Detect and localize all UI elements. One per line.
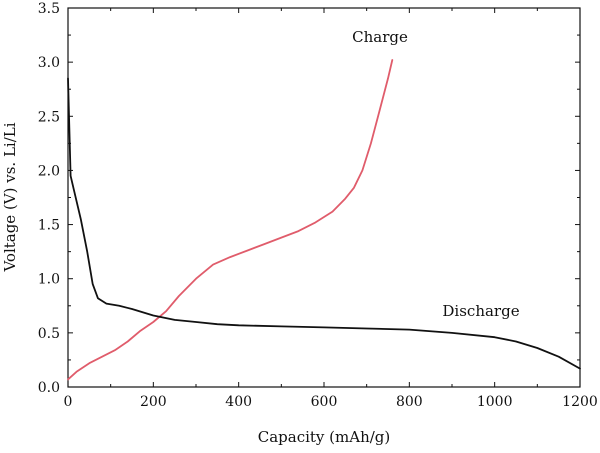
axis-ticks: 0 200 400 600 800 1000 1200 0.0 0.5 1.0 1.5 2.0 2.5 3… bbox=[38, 1, 598, 410]
discharge-label: Discharge bbox=[442, 302, 519, 320]
x-tick-label: 800 bbox=[396, 394, 423, 410]
charge-label: Charge bbox=[352, 28, 408, 46]
y-tick-label: 1.0 bbox=[38, 272, 60, 288]
x-tick-label: 0 bbox=[64, 394, 73, 410]
x-tick-label: 1000 bbox=[477, 394, 513, 410]
y-axis-title: Voltage (V) vs. Li/Li bbox=[1, 122, 19, 272]
y-tick-label: 0.0 bbox=[38, 380, 60, 396]
y-tick-label: 2.5 bbox=[38, 109, 60, 125]
x-tick-label: 200 bbox=[140, 394, 167, 410]
x-tick-label: 1200 bbox=[562, 394, 598, 410]
y-tick-label: 2.0 bbox=[38, 163, 60, 179]
y-tick-label: 3.0 bbox=[38, 55, 60, 71]
y-tick-label: 3.5 bbox=[38, 1, 60, 17]
y-tick-label: 1.5 bbox=[38, 218, 60, 234]
x-tick-label: 600 bbox=[311, 394, 338, 410]
x-axis-title: Capacity (mAh/g) bbox=[258, 428, 391, 446]
x-tick-label: 400 bbox=[225, 394, 252, 410]
charge-curve bbox=[67, 59, 394, 381]
series-group bbox=[67, 59, 581, 381]
discharge-curve bbox=[67, 77, 581, 370]
plot-frame bbox=[67, 7, 581, 388]
y-tick-label: 0.5 bbox=[38, 326, 60, 342]
